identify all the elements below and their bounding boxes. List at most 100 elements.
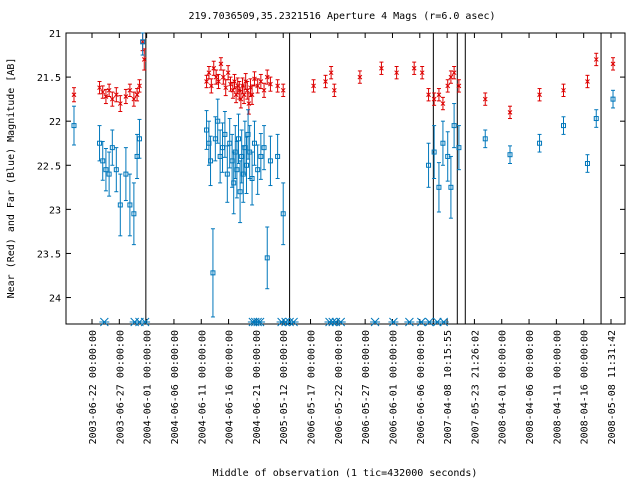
near-point: [106, 87, 112, 93]
near-point: [103, 94, 109, 99]
near-point: [235, 83, 241, 89]
y-tick-label: 22: [49, 117, 61, 128]
y-tick-label: 23: [49, 205, 61, 216]
far-point: [448, 184, 454, 190]
near-point: [426, 92, 431, 98]
far-point: [258, 153, 264, 159]
near-point: [419, 70, 425, 76]
x-tick-label: 2006-05-17 00:00:00: [307, 330, 318, 444]
near-point: [379, 65, 384, 71]
near-point: [117, 101, 123, 106]
y-tick-label: 23.5: [37, 249, 61, 260]
near-point: [236, 87, 242, 93]
far-point: [97, 140, 103, 146]
near-point: [482, 96, 488, 102]
x-tick-label: 2008-04-11 00:00:00: [552, 330, 563, 444]
near-point: [431, 96, 437, 102]
far-point: [217, 153, 223, 159]
far-point: [106, 171, 112, 177]
far-point: [123, 171, 129, 177]
far-point: [140, 39, 146, 45]
near-point: [280, 87, 286, 93]
far-point: [451, 123, 457, 129]
upper-limit-marker: [140, 317, 151, 327]
x-tick-label: 2004-06-21 00:00:00: [252, 330, 263, 444]
far-point: [222, 131, 228, 137]
near-point: [246, 101, 252, 106]
far-point: [436, 184, 442, 190]
far-point: [235, 136, 241, 142]
far-point: [215, 118, 221, 124]
far-point: [482, 136, 488, 142]
x-tick-label: 2007-04-08 10:15:55: [443, 330, 454, 444]
far-point: [280, 211, 286, 217]
near-point: [436, 92, 442, 98]
far-point: [243, 162, 249, 168]
near-point: [561, 87, 566, 93]
y-axis: 21 21.5 22 22.5 23 23.5 24: [37, 29, 625, 305]
x-tick-label: 2006-05-27 00:00:00: [361, 330, 372, 444]
far-point: [234, 167, 240, 173]
near-point: [440, 101, 446, 106]
near-point: [445, 83, 451, 89]
upper-limit-marker: [335, 317, 346, 327]
near-point: [243, 79, 249, 84]
far-point: [507, 152, 513, 158]
x-tick-label: 2004-06-11 00:00:00: [197, 330, 208, 444]
near-point: [261, 87, 267, 93]
near-point: [357, 74, 363, 80]
y-tick-label: 21.5: [37, 73, 61, 84]
far-point: [103, 167, 109, 173]
near-point: [97, 85, 102, 91]
y-axis-label: Near (Red) and Far (Blue) Magnitude [AB]: [6, 58, 17, 299]
near-point: [140, 39, 146, 45]
far-point: [220, 145, 226, 151]
far-point: [71, 123, 77, 129]
error-bars: [71, 32, 616, 318]
x-tick-label: 2005-05-12 00:00:00: [279, 330, 290, 444]
near-point: [241, 92, 247, 98]
far-point: [593, 116, 599, 122]
x-tick-label: 2008-05-08 11:31:42: [607, 330, 618, 444]
near-point: [137, 83, 142, 89]
near-point: [537, 92, 542, 98]
near-point: [394, 70, 399, 76]
far-point: [261, 145, 267, 151]
far-point: [231, 180, 237, 186]
near-point: [218, 61, 224, 67]
near-point: [249, 92, 255, 98]
far-point: [100, 158, 106, 164]
far-point: [208, 158, 214, 164]
x-tick-label: 2004-06-16 00:00:00: [225, 330, 236, 444]
near-point: [113, 92, 119, 98]
near-point: [100, 89, 106, 95]
far-point: [237, 189, 243, 195]
x-tick-label: 2003-06-22 00:00:00: [88, 330, 99, 444]
far-point: [561, 123, 567, 129]
near-point: [507, 110, 513, 115]
x-tick-label: 2006-05-22 00:00:00: [334, 330, 345, 444]
data-points: [71, 39, 616, 276]
far-point: [584, 161, 590, 167]
near-point: [109, 96, 115, 102]
near-point: [123, 94, 129, 99]
x-tick-label: 2008-04-01 00:00:00: [498, 330, 509, 444]
far-point: [445, 153, 451, 159]
near-point: [275, 83, 280, 89]
near-point: [585, 79, 590, 84]
near-point: [328, 70, 334, 76]
x-tick-label: 2004-06-06 00:00:00: [170, 330, 181, 444]
near-point: [411, 65, 417, 71]
far-point: [426, 162, 432, 168]
far-point: [267, 158, 273, 164]
near-point: [258, 79, 264, 84]
far-point: [109, 145, 115, 151]
far-point: [537, 140, 543, 146]
far-point: [255, 167, 261, 173]
near-point: [127, 87, 133, 93]
far-point: [245, 131, 251, 137]
near-point: [208, 83, 214, 89]
near-point: [206, 70, 212, 76]
far-point: [431, 149, 437, 155]
near-point: [71, 92, 77, 98]
